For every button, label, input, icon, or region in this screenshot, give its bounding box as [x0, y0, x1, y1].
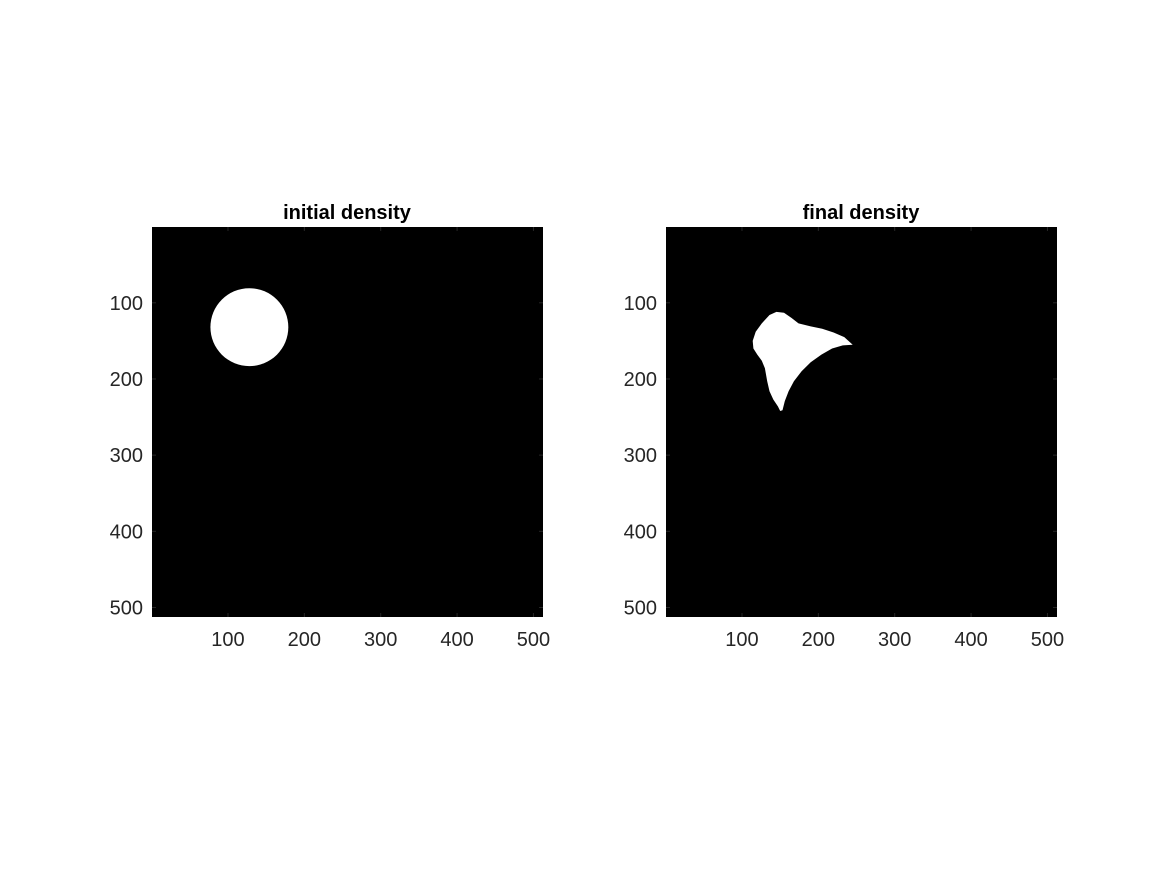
initial-density-x-tick-label-2: 300 — [364, 629, 397, 651]
initial-density-x-tick-label-4: 500 — [517, 629, 550, 651]
initial-density-image — [152, 227, 543, 617]
final-density-title: final density — [803, 202, 921, 224]
initial-density-panel: initial density 100 200 300 400 500 100 200 30… — [110, 202, 551, 651]
final-density-x-tick-label-0: 100 — [725, 629, 758, 651]
final-density-x-tick-label-4: 500 — [1031, 629, 1064, 651]
initial-density-x-tick-label-3: 400 — [440, 629, 473, 651]
initial-density-x-axis: 100 200 300 400 500 — [211, 227, 550, 651]
final-density-y-tick-label-4: 500 — [624, 597, 657, 619]
final-density-x-tick-label-1: 200 — [802, 629, 835, 651]
final-density-image — [666, 227, 1057, 617]
final-density-y-axis: 100 200 300 400 500 — [624, 293, 1057, 619]
initial-density-regions — [210, 288, 289, 367]
final-density-y-tick-label-0: 100 — [624, 293, 657, 315]
initial-density-y-tick-label-1: 200 — [110, 369, 143, 391]
initial-density-y-tick-label-4: 500 — [110, 597, 143, 619]
final-density-regions — [752, 311, 853, 411]
initial-density-blob-0 — [210, 288, 289, 367]
initial-density-x-tick-label-1: 200 — [288, 629, 321, 651]
final-density-y-tick-label-2: 300 — [624, 445, 657, 467]
initial-density-title: initial density — [283, 202, 412, 224]
initial-density-y-tick-label-2: 300 — [110, 445, 143, 467]
final-density-panel: final density 100 200 300 400 500 100 200 300 4… — [624, 202, 1065, 651]
initial-density-y-axis: 100 200 300 400 500 — [110, 293, 543, 619]
final-density-blob-0 — [752, 311, 853, 411]
final-density-x-tick-label-2: 300 — [878, 629, 911, 651]
final-density-x-tick-label-3: 400 — [954, 629, 987, 651]
final-density-y-tick-label-3: 400 — [624, 521, 657, 543]
final-density-x-axis: 100 200 300 400 500 — [725, 227, 1064, 651]
final-density-y-tick-label-1: 200 — [624, 369, 657, 391]
initial-density-y-tick-label-0: 100 — [110, 293, 143, 315]
initial-density-x-tick-label-0: 100 — [211, 629, 244, 651]
initial-density-y-tick-label-3: 400 — [110, 521, 143, 543]
